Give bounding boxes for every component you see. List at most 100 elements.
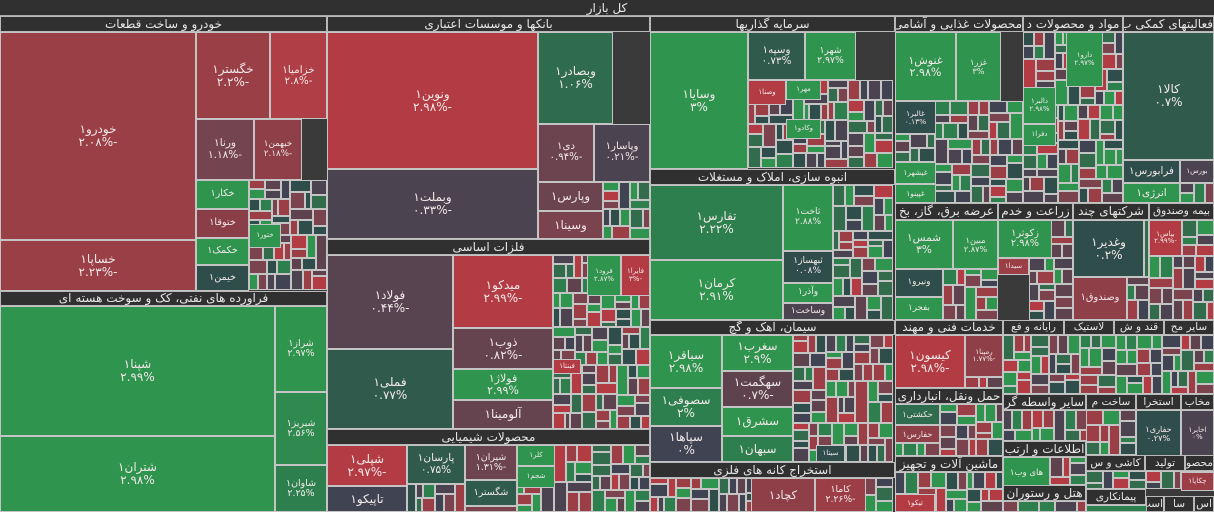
stock-tile[interactable] xyxy=(862,284,878,296)
stock-tile[interactable] xyxy=(761,147,776,158)
stock-tile[interactable]: مهر۱ xyxy=(786,80,821,100)
sector-header[interactable]: سیمان، آهک و گچ xyxy=(650,320,895,335)
stock-tile[interactable] xyxy=(850,258,862,278)
stock-tile[interactable]: سیتا۱ xyxy=(816,445,845,462)
stock-tile[interactable] xyxy=(965,269,981,275)
stock-tile[interactable] xyxy=(592,327,608,340)
stock-tile[interactable] xyxy=(748,124,763,134)
stock-tile[interactable] xyxy=(848,100,864,112)
stock-tile[interactable] xyxy=(691,499,709,512)
sector-header[interactable]: هتل و رستوران xyxy=(1003,485,1086,501)
stock-tile[interactable] xyxy=(311,195,327,209)
stock-tile[interactable] xyxy=(596,365,609,383)
stock-tile[interactable]: وساخت۱ xyxy=(783,303,833,320)
stock-tile[interactable]: خساپا۱ -۲.۲۳% xyxy=(0,240,196,291)
stock-tile[interactable] xyxy=(793,341,808,353)
stock-tile[interactable] xyxy=(860,445,868,462)
stock-tile[interactable] xyxy=(267,260,277,274)
stock-tile[interactable] xyxy=(895,472,905,494)
stock-tile[interactable] xyxy=(664,497,676,512)
stock-tile[interactable]: شجم۱ xyxy=(517,466,555,488)
stock-tile[interactable] xyxy=(1127,300,1138,320)
stock-tile[interactable] xyxy=(793,353,810,367)
stock-tile[interactable] xyxy=(623,445,635,464)
stock-tile[interactable]: فرود۱ ۲.۸۷% xyxy=(587,255,621,296)
stock-tile[interactable] xyxy=(878,394,893,402)
stock-tile[interactable] xyxy=(836,335,846,352)
stock-tile[interactable]: ختوقا۱ xyxy=(196,209,249,238)
stock-tile[interactable]: های وب۱ xyxy=(1003,457,1050,490)
stock-tile[interactable]: تیکو۱ xyxy=(895,494,935,512)
stock-tile[interactable] xyxy=(630,209,643,228)
stock-tile[interactable] xyxy=(1071,164,1079,183)
stock-tile[interactable] xyxy=(870,348,879,364)
stock-tile[interactable] xyxy=(826,397,838,423)
stock-tile[interactable] xyxy=(854,335,870,344)
stock-tile[interactable]: بورس۱ xyxy=(1180,160,1214,183)
stock-tile[interactable] xyxy=(956,305,965,320)
stock-tile[interactable] xyxy=(635,490,650,501)
stock-tile[interactable]: حکشتی۱ xyxy=(895,404,940,425)
stock-tile[interactable] xyxy=(793,367,805,381)
stock-tile[interactable] xyxy=(895,152,910,162)
stock-tile[interactable] xyxy=(793,153,806,168)
sector-header[interactable]: خدمات فنی و مهند xyxy=(895,320,1003,335)
stock-tile[interactable] xyxy=(1107,82,1123,91)
stock-tile[interactable] xyxy=(1014,335,1024,352)
stock-tile[interactable] xyxy=(1039,290,1055,301)
stock-tile[interactable] xyxy=(1100,442,1109,455)
stock-tile[interactable] xyxy=(1182,245,1196,256)
stock-tile[interactable] xyxy=(622,334,629,349)
stock-tile[interactable] xyxy=(979,377,987,388)
stock-tile[interactable] xyxy=(1051,244,1062,258)
stock-tile[interactable] xyxy=(1023,191,1044,203)
stock-tile[interactable] xyxy=(1065,374,1080,380)
stock-tile[interactable] xyxy=(616,319,631,327)
stock-tile[interactable] xyxy=(567,492,579,512)
stock-tile[interactable] xyxy=(990,186,1006,197)
stock-tile[interactable] xyxy=(592,465,611,476)
stock-tile[interactable] xyxy=(1070,457,1086,463)
stock-tile[interactable] xyxy=(620,209,630,226)
stock-tile[interactable] xyxy=(862,258,875,271)
stock-tile[interactable] xyxy=(1173,256,1183,268)
stock-tile[interactable] xyxy=(868,80,881,100)
stock-tile[interactable] xyxy=(592,445,611,452)
stock-tile[interactable] xyxy=(1065,220,1073,237)
sector-header[interactable]: است xyxy=(1146,496,1164,512)
stock-tile[interactable] xyxy=(1144,220,1149,277)
stock-tile[interactable] xyxy=(983,186,990,203)
stock-tile[interactable] xyxy=(617,498,625,512)
stock-tile[interactable] xyxy=(988,439,1003,456)
stock-tile[interactable] xyxy=(806,153,817,168)
stock-tile[interactable] xyxy=(809,436,818,450)
stock-tile[interactable] xyxy=(596,410,610,421)
stock-tile[interactable] xyxy=(793,381,813,390)
stock-tile[interactable] xyxy=(249,180,265,189)
stock-tile[interactable] xyxy=(1036,71,1055,81)
stock-tile[interactable] xyxy=(575,474,592,482)
stock-tile[interactable] xyxy=(1029,311,1044,320)
stock-tile[interactable] xyxy=(1058,191,1079,203)
stock-tile[interactable] xyxy=(875,258,893,271)
stock-tile[interactable] xyxy=(553,394,571,405)
stock-tile[interactable] xyxy=(316,235,327,270)
stock-tile[interactable] xyxy=(1014,352,1031,360)
stock-tile[interactable] xyxy=(630,416,641,429)
sector-header[interactable]: کاشی و س xyxy=(1086,455,1145,471)
stock-tile[interactable] xyxy=(1104,140,1123,149)
stock-tile[interactable] xyxy=(423,484,435,498)
sector-header[interactable]: اطلاعات و ارتب xyxy=(1003,441,1086,457)
stock-tile[interactable] xyxy=(1090,119,1100,140)
stock-tile[interactable] xyxy=(825,141,841,146)
stock-tile[interactable] xyxy=(560,308,573,327)
stock-tile[interactable]: دارو۱ ۲.۹۷% xyxy=(1066,32,1103,87)
stock-tile[interactable] xyxy=(1079,188,1088,203)
stock-tile[interactable]: خکار۱ xyxy=(196,180,249,209)
stock-tile[interactable] xyxy=(1003,386,1017,394)
stock-tile[interactable] xyxy=(1203,289,1214,302)
stock-tile[interactable] xyxy=(976,422,992,433)
stock-tile[interactable] xyxy=(566,264,574,278)
stock-tile[interactable] xyxy=(903,443,917,456)
stock-tile[interactable] xyxy=(967,472,973,489)
